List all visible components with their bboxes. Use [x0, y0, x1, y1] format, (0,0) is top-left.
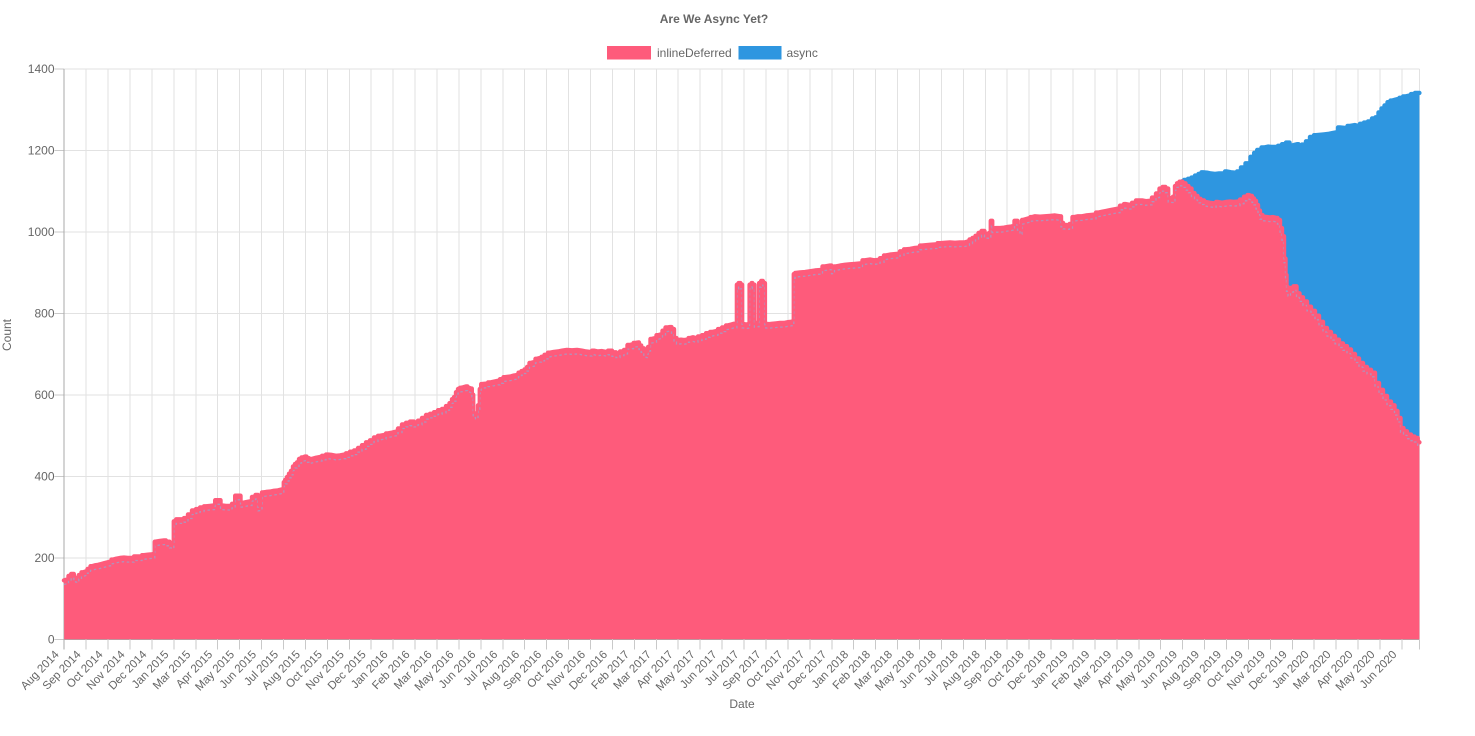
svg-text:inlineDeferred: inlineDeferred — [657, 46, 732, 60]
svg-text:200: 200 — [34, 551, 54, 565]
svg-text:async: async — [787, 46, 818, 60]
svg-text:0: 0 — [48, 632, 55, 646]
svg-text:Date: Date — [729, 697, 755, 711]
svg-text:Are We Async Yet?: Are We Async Yet? — [660, 12, 769, 26]
svg-text:Count: Count — [0, 318, 14, 351]
svg-text:800: 800 — [34, 307, 54, 321]
svg-text:400: 400 — [34, 469, 54, 483]
svg-text:600: 600 — [34, 388, 54, 402]
svg-text:1200: 1200 — [28, 144, 55, 158]
svg-text:1000: 1000 — [28, 225, 55, 239]
svg-text:1400: 1400 — [28, 62, 55, 76]
